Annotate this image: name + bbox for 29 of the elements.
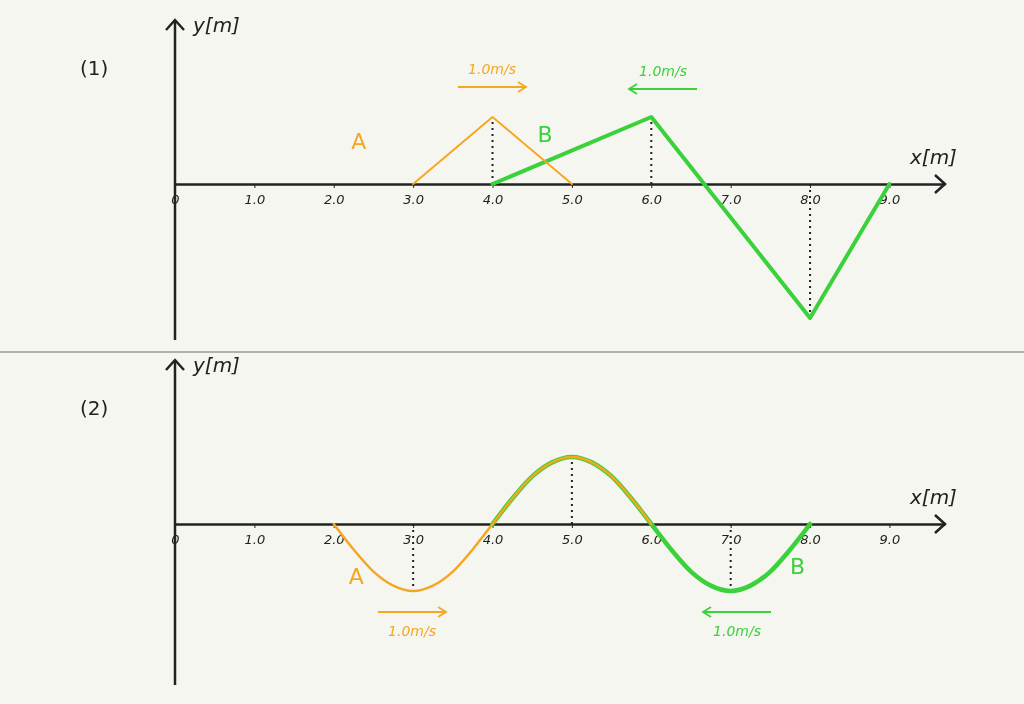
x-tick-label: 7.0 <box>720 192 742 207</box>
text: 1.0m/s <box>713 623 761 639</box>
y-axis-title: y[m] <box>192 13 240 37</box>
x-tick-label: 1.0 <box>244 192 266 207</box>
y-axis-title: y[m] <box>192 353 240 377</box>
x-tick-label: 3.0 <box>403 532 424 547</box>
text: 1.0m/s <box>639 63 687 79</box>
x-tick-label: 6.0 <box>641 192 663 207</box>
x-tick-label: 4.0 <box>482 192 504 207</box>
x-axis-title: x[m] <box>909 485 957 509</box>
x-tick-label: 3.0 <box>403 192 424 207</box>
x-tick-label: 8.0 <box>800 532 821 547</box>
x-tick-label: 4.0 <box>482 532 504 547</box>
x-tick-label: 5.0 <box>562 192 583 207</box>
chart-title: (2) <box>80 396 109 420</box>
x-axis-title: x[m] <box>909 145 957 169</box>
x-tick-label: 2.0 <box>323 192 345 207</box>
x-tick-label: 8.0 <box>800 192 821 207</box>
x-tick-label: 9.0 <box>879 532 901 547</box>
text: 1.0m/s <box>468 61 516 77</box>
series-label: B <box>537 122 553 147</box>
series-label: B <box>790 554 806 579</box>
x-tick-label: 1.0 <box>244 532 266 547</box>
text: 1.0m/s <box>388 623 436 639</box>
x-tick-label: 5.0 <box>562 532 583 547</box>
text: A <box>351 129 367 154</box>
x-tick-label: 7.0 <box>720 532 742 547</box>
chart-title: (1) <box>80 56 109 80</box>
series-label: A <box>348 564 364 589</box>
